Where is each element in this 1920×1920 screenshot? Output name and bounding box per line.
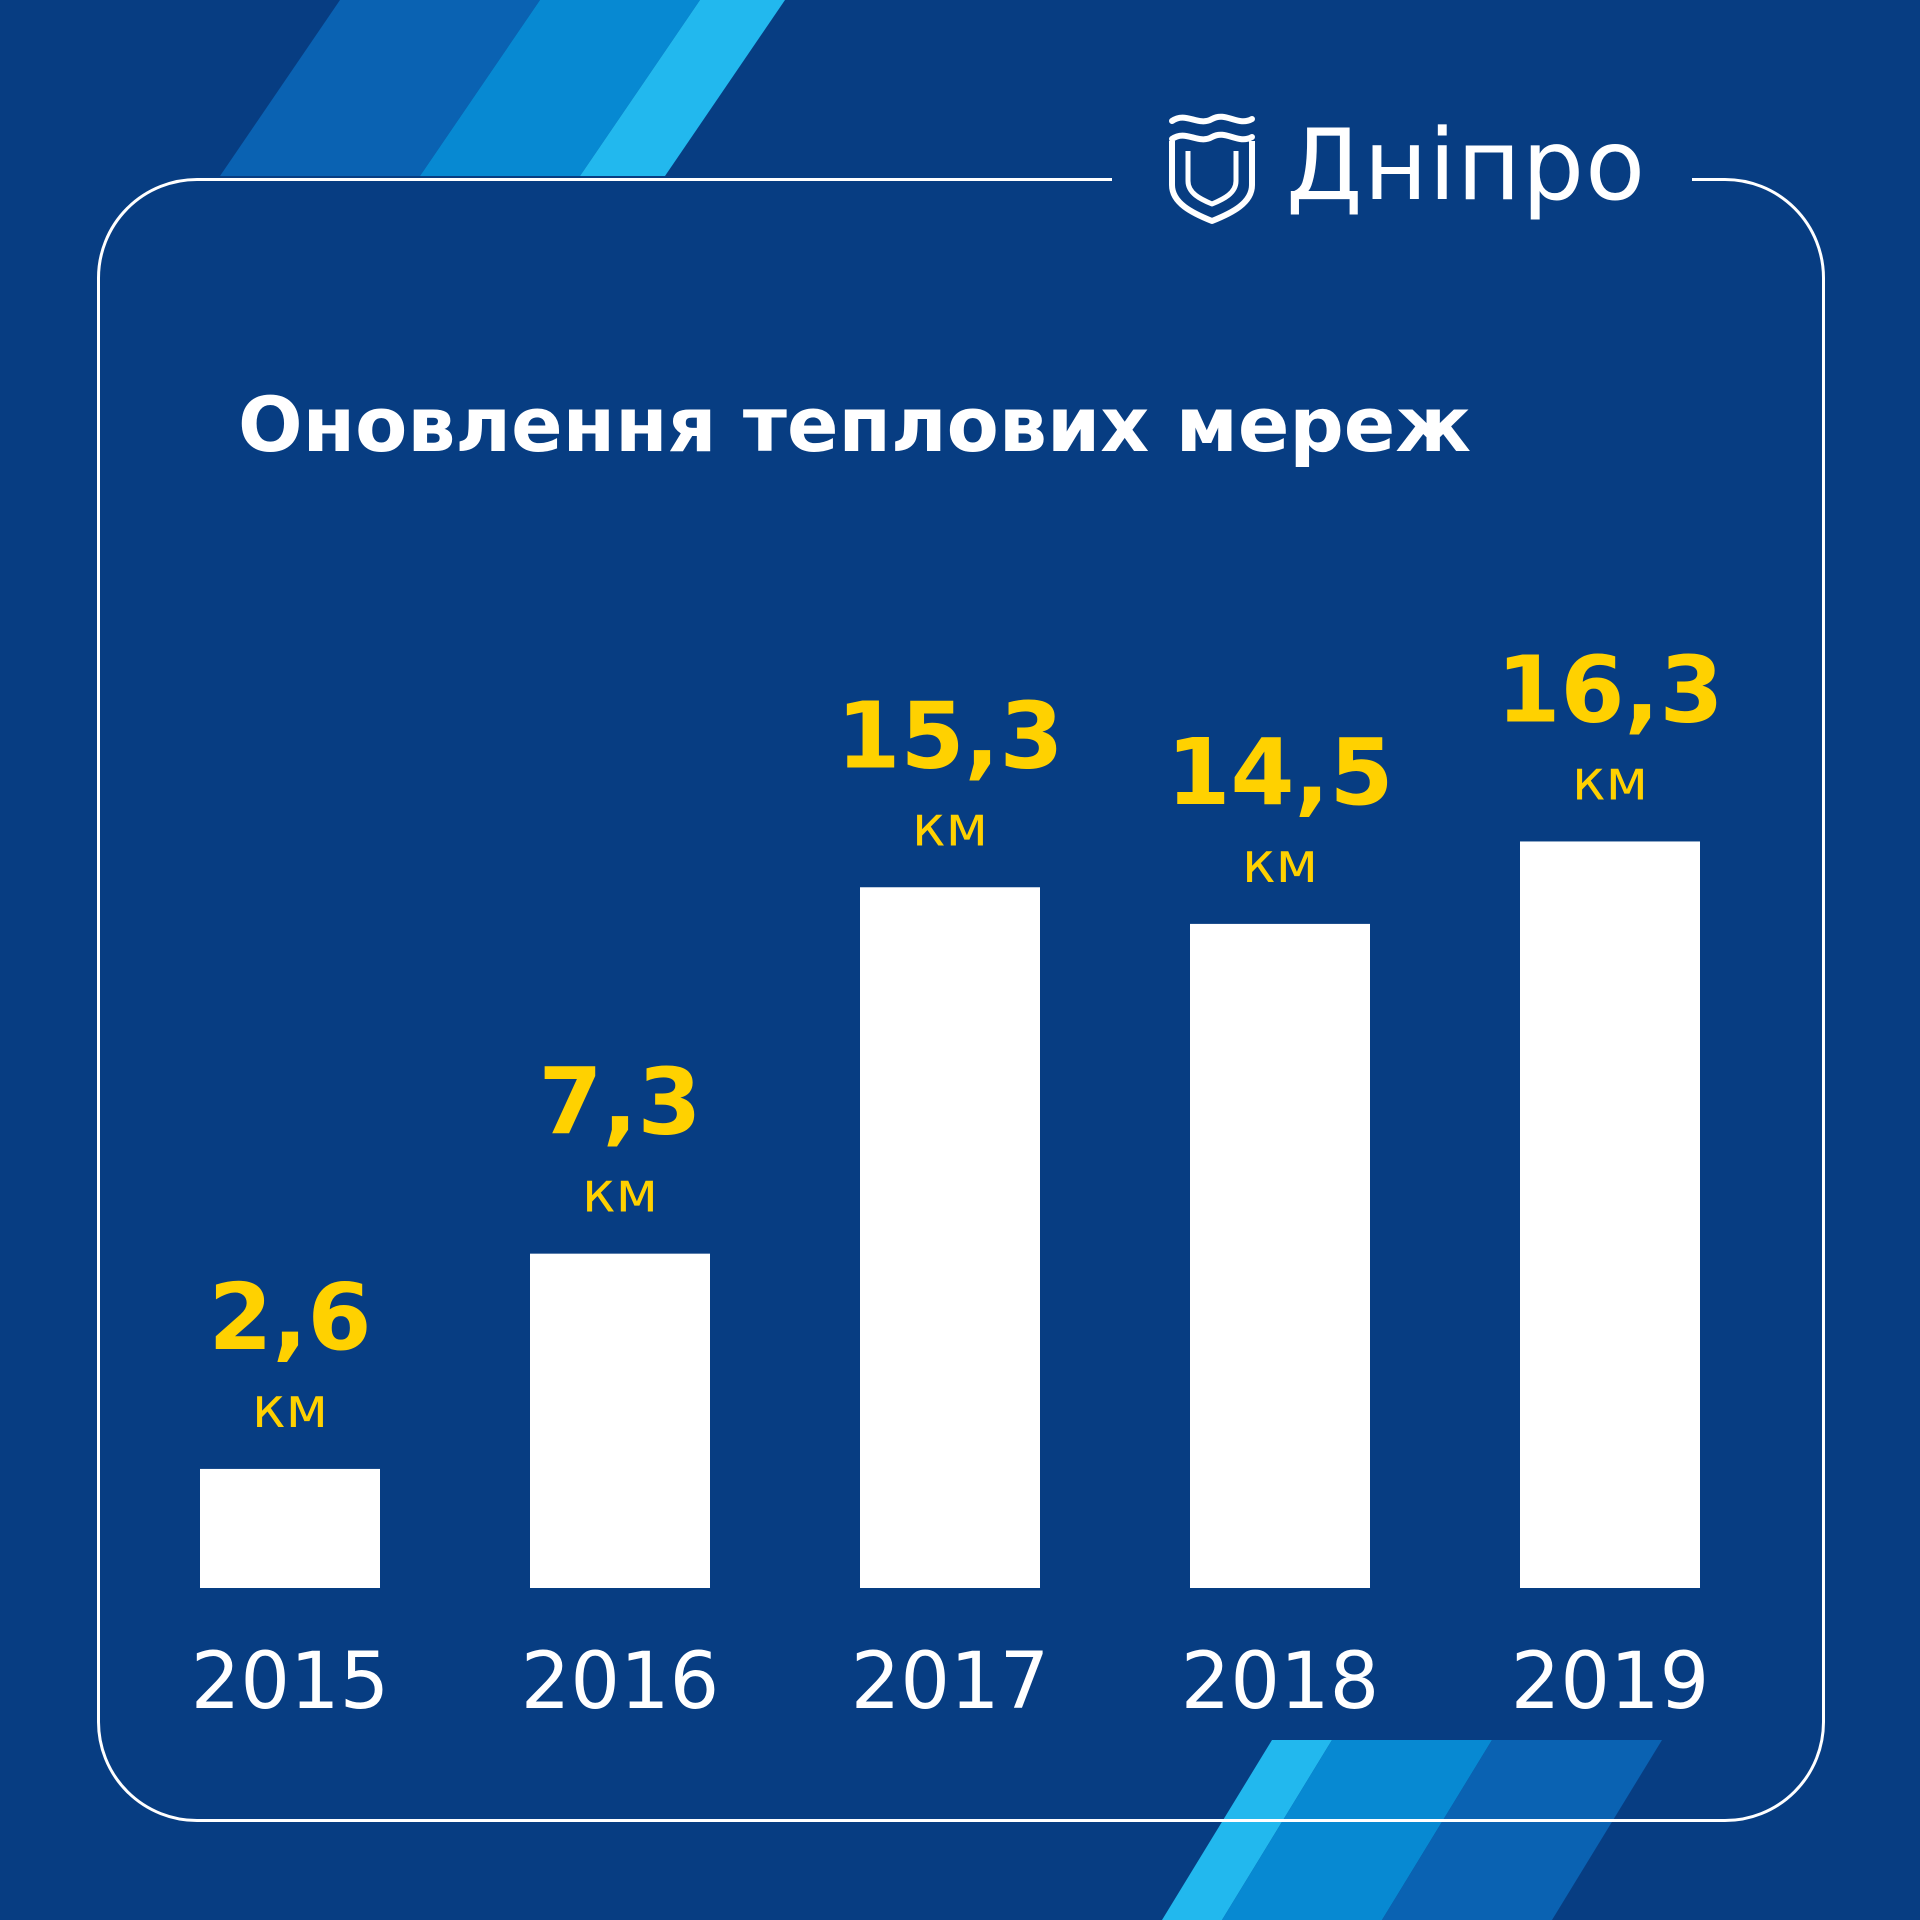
x-tick-2017: 2017 — [851, 1637, 1050, 1727]
dnipro-shield-icon — [1169, 113, 1255, 224]
stripe-top-dark — [220, 0, 540, 176]
unit-label-2015: км — [252, 1376, 328, 1441]
unit-label-2019: км — [1572, 748, 1648, 813]
unit-label-2016: км — [582, 1161, 658, 1226]
x-tick-2015: 2015 — [191, 1637, 390, 1727]
x-tick-2018: 2018 — [1181, 1637, 1380, 1727]
bar-2015 — [200, 1468, 380, 1588]
x-tick-2019: 2019 — [1511, 1637, 1710, 1727]
bar-2017 — [860, 887, 1040, 1588]
value-label-2017: 15,3 — [837, 682, 1064, 789]
x-tick-2016: 2016 — [521, 1637, 720, 1727]
value-label-2019: 16,3 — [1497, 636, 1724, 743]
value-label-2018: 14,5 — [1167, 719, 1394, 826]
unit-label-2017: км — [912, 794, 988, 859]
stripe-bottom-light — [1162, 1740, 1332, 1920]
bar-2019 — [1520, 841, 1700, 1588]
stripe-top-mid — [420, 0, 700, 176]
stripe-bottom-dark — [1382, 1740, 1662, 1920]
chart-title: Оновлення теплових мереж — [238, 380, 1471, 469]
brand-name: Дніпро — [1286, 109, 1647, 223]
bar-2016 — [530, 1253, 710, 1588]
value-label-2015: 2,6 — [209, 1264, 372, 1371]
stripe-top-light — [580, 0, 785, 176]
value-label-2016: 7,3 — [539, 1049, 702, 1156]
unit-label-2018: км — [1242, 831, 1318, 896]
stripe-bottom-mid — [1222, 1740, 1492, 1920]
content-frame — [97, 178, 1825, 1822]
brand-logo: Дніпро — [1112, 96, 1692, 236]
bar-2018 — [1190, 923, 1370, 1588]
